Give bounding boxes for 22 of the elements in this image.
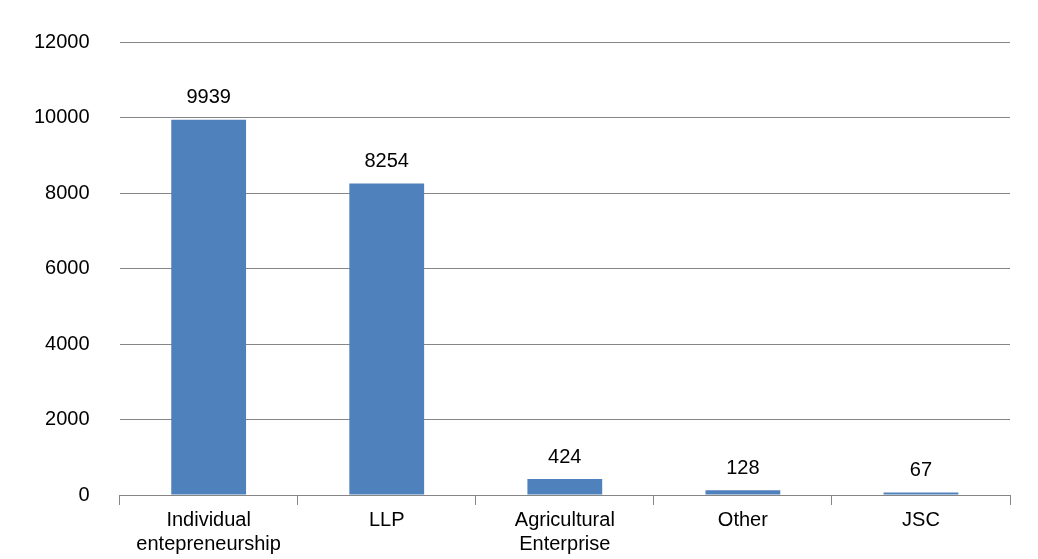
data-label: 424 <box>548 444 582 467</box>
bar <box>705 490 781 495</box>
data-label: 67 <box>909 457 933 480</box>
bar <box>883 492 959 495</box>
y-tick-label: 6000 <box>45 256 90 279</box>
data-label: 9939 <box>186 85 231 108</box>
y-tick-label: 2000 <box>45 407 90 430</box>
y-tick-label: 8000 <box>45 180 90 203</box>
y-tick-label: 12000 <box>33 29 90 52</box>
y-tick-label: 4000 <box>45 331 90 354</box>
bar <box>349 183 425 495</box>
x-tick-label: JSC <box>902 507 940 530</box>
x-tick-label: LLP <box>368 507 405 530</box>
x-tick-label: Agricultural Enterprise <box>514 507 615 554</box>
x-tick-label: Other <box>717 507 769 530</box>
data-label: 128 <box>726 455 760 478</box>
data-label: 8254 <box>364 148 409 171</box>
x-tick-label: Individual entepreneurship <box>136 507 281 554</box>
y-tick-label: 10000 <box>33 105 90 128</box>
y-tick-label: 0 <box>78 482 90 505</box>
bar <box>527 478 603 495</box>
bar <box>171 119 247 495</box>
